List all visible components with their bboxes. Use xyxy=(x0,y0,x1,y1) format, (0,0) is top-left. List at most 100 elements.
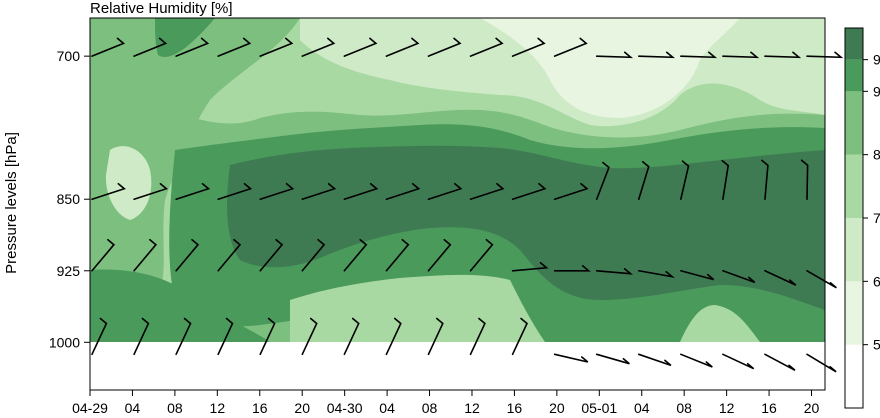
wind-barb xyxy=(469,37,504,57)
wind-barb xyxy=(469,182,505,201)
wind-barb xyxy=(385,317,402,356)
wind-barb xyxy=(469,238,494,272)
wind-barbs xyxy=(91,37,844,373)
wind-barb xyxy=(722,269,756,284)
x-tick-label: 04 xyxy=(634,400,650,416)
field-left-low-band xyxy=(90,269,270,342)
wind-barb xyxy=(175,317,192,356)
wind-barb xyxy=(343,317,360,356)
wind-barb xyxy=(133,37,168,57)
wind-barb xyxy=(301,37,336,57)
wind-barb xyxy=(175,182,211,201)
wind-barb xyxy=(175,37,210,57)
wind-barb xyxy=(680,51,718,59)
x-tick-label: 04 xyxy=(125,400,141,416)
wind-barb xyxy=(343,182,379,201)
colorbar-level xyxy=(845,59,863,92)
wind-barb xyxy=(595,161,610,201)
y-tick-label: 925 xyxy=(57,263,81,279)
colorbar-tick-label: 90 xyxy=(873,83,880,99)
wind-barb xyxy=(301,182,337,201)
wind-barb xyxy=(722,353,755,370)
chart-title: Relative Humidity [%] xyxy=(90,0,233,17)
field-dry-left-patch xyxy=(105,146,152,220)
wind-barb xyxy=(385,182,421,201)
colorbar-level xyxy=(845,28,863,60)
x-tick-label: 20 xyxy=(804,400,820,416)
colorbar-level xyxy=(845,344,863,408)
wind-barb xyxy=(91,317,108,356)
colorbar-tick-label: 50 xyxy=(873,337,880,353)
wind-barb xyxy=(259,317,276,356)
wind-barb xyxy=(217,238,242,272)
wind-barb xyxy=(511,262,549,272)
wind-barb xyxy=(595,51,634,59)
field-saturated-core xyxy=(227,145,825,310)
wind-barb xyxy=(385,37,420,57)
wind-barb xyxy=(721,159,730,201)
wind-barb xyxy=(511,182,547,201)
colorbar-level xyxy=(845,154,863,218)
field-driest-patch xyxy=(480,18,740,118)
x-tick-label: 08 xyxy=(676,400,692,416)
wind-barb xyxy=(427,317,444,356)
wind-barb xyxy=(385,238,410,272)
wind-barb xyxy=(761,159,769,201)
y-tick-label: 700 xyxy=(57,48,81,64)
wind-barb xyxy=(595,353,630,365)
x-tick-label: 20 xyxy=(294,400,310,416)
wind-barb xyxy=(343,37,378,57)
x-axis: 04-29 04 08 12 16 20 04-30 04 08 12 16 20 05-01 04 08 1… xyxy=(72,390,820,416)
wind-barb xyxy=(680,269,715,281)
field-dry-lower-right xyxy=(680,305,760,342)
colorbar-level xyxy=(845,218,863,282)
x-tick-label: 08 xyxy=(422,400,438,416)
wind-barb xyxy=(680,160,690,201)
wind-barb xyxy=(764,353,796,372)
wind-barb xyxy=(800,159,809,201)
colorbar-tick-label: 70 xyxy=(873,210,880,226)
colorbar-level xyxy=(845,91,863,155)
x-tick-label: 04-30 xyxy=(327,400,363,416)
x-tick-label: 12 xyxy=(719,400,735,416)
wind-barb xyxy=(680,353,713,368)
x-tick-label: 08 xyxy=(167,400,183,416)
wind-barb xyxy=(511,317,528,356)
wind-barb xyxy=(469,317,486,356)
x-tick-label: 16 xyxy=(761,400,777,416)
y-axis-label: Pressure levels [hPa] xyxy=(3,132,20,274)
wind-barb xyxy=(217,182,253,201)
wind-barb xyxy=(259,182,295,201)
colorbar-tick-label: 80 xyxy=(873,147,880,163)
wind-barb xyxy=(511,37,546,57)
wind-barb xyxy=(301,238,326,272)
wind-barb xyxy=(806,353,837,373)
x-tick-label: 12 xyxy=(210,400,226,416)
x-tick-label: 05-01 xyxy=(581,400,617,416)
wind-barb xyxy=(427,37,462,57)
x-tick-label: 04-29 xyxy=(72,400,108,416)
x-tick-label: 16 xyxy=(252,400,268,416)
wind-barb xyxy=(91,182,126,201)
wind-barb xyxy=(637,269,676,279)
colorbar: 50 60 70 80 90 95 xyxy=(844,27,880,409)
wind-barb xyxy=(764,269,797,286)
wind-barb xyxy=(259,37,294,57)
field-below-surface xyxy=(90,342,825,390)
wind-barb xyxy=(427,182,463,201)
y-axis: 700 850 925 1000 xyxy=(49,48,90,350)
wind-barb xyxy=(427,238,452,272)
wind-barb xyxy=(301,317,318,356)
wind-barb xyxy=(595,267,634,275)
wind-barb xyxy=(806,269,837,289)
field-very-moist-top-left xyxy=(155,18,215,58)
humidity-field xyxy=(90,18,825,390)
wind-barb xyxy=(637,51,676,59)
wind-barb xyxy=(764,51,802,59)
wind-barb xyxy=(133,317,150,356)
wind-barb xyxy=(133,238,158,272)
wind-barb xyxy=(553,265,591,272)
wind-barb xyxy=(343,238,368,272)
wind-barb xyxy=(259,238,284,272)
